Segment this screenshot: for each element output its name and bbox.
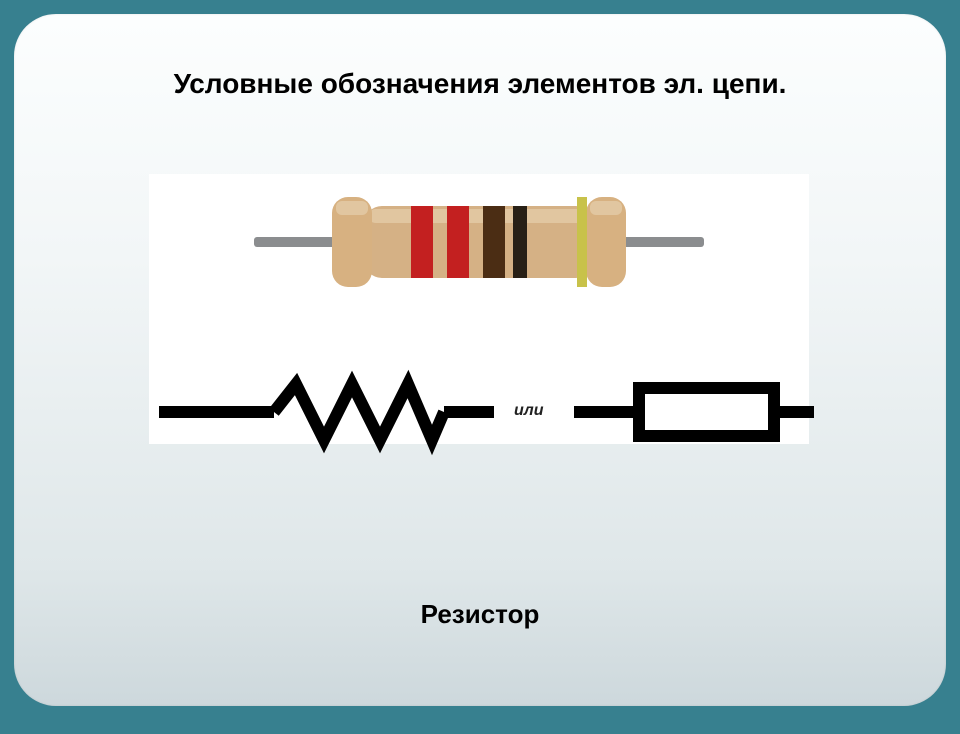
slide-card: Условные обозначения элементов эл. цепи.… [14, 14, 946, 706]
slide-caption: Резистор [14, 599, 946, 630]
or-label: или [514, 402, 544, 420]
figure-area: или [149, 174, 809, 444]
